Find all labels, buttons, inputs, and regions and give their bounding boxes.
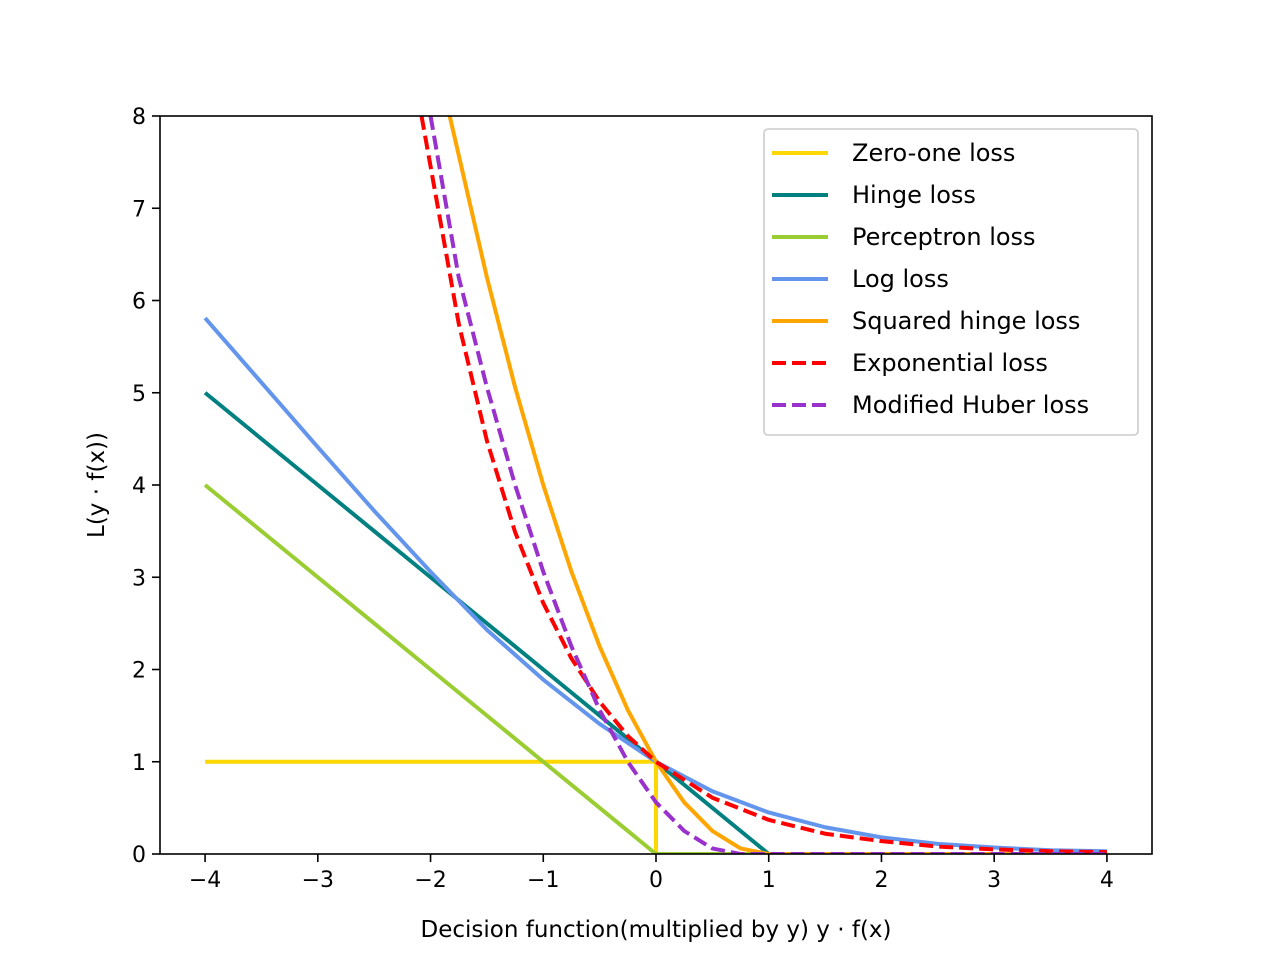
ticks-layer: −4 −3 −2 −1 0 1 2 3 4 0 1 2 3 4 5 6 7 8 [132, 105, 1114, 893]
series-line-perceptron-loss [203, 483, 1107, 854]
y-tick-label: 2 [132, 659, 146, 684]
legend-label-log-loss: Log loss [852, 265, 949, 293]
y-tick-label: 1 [132, 751, 146, 776]
y-tick-label: 5 [132, 382, 146, 407]
y-tick-label: 6 [132, 290, 146, 315]
y-tick-label: 0 [132, 843, 146, 868]
x-tick-label: −4 [189, 868, 221, 893]
legend-label-squared-hinge-loss: Squared hinge loss [852, 307, 1080, 335]
legend-label-modified-huber-loss: Modified Huber loss [852, 391, 1089, 419]
x-tick-label: −1 [527, 868, 559, 893]
y-axis-label: L(y · f(x)) [84, 432, 110, 538]
y-tick-label: 4 [132, 474, 146, 499]
legend-label-perceptron-loss: Perceptron loss [852, 223, 1036, 251]
x-tick-label: 3 [987, 868, 1001, 893]
x-tick-label: 4 [1100, 868, 1114, 893]
y-tick-label: 7 [132, 197, 146, 222]
y-tick-label: 3 [132, 566, 146, 591]
y-tick-label: 8 [132, 105, 146, 130]
x-tick-label: −2 [414, 868, 446, 893]
x-axis-label: Decision function(multiplied by y) y · f… [421, 917, 892, 943]
x-tick-label: 1 [762, 868, 776, 893]
x-tick-label: 0 [649, 868, 663, 893]
legend-label-exponential-loss: Exponential loss [852, 349, 1048, 377]
legend-box [763, 128, 1139, 436]
legend-label-hinge-loss: Hinge loss [852, 181, 976, 209]
x-tick-label: −3 [302, 868, 334, 893]
series-line-zero-one-loss [205, 759, 1107, 854]
x-tick-label: 2 [874, 868, 888, 893]
series-layer [203, 116, 1107, 854]
series-line-squared-hinge-loss [447, 116, 1107, 854]
legend-label-zero-one-loss: Zero-one loss [852, 139, 1015, 167]
series-line-modified-huber-loss [428, 116, 1107, 854]
legend: Zero-one loss Hinge loss Perceptron loss Lo… [763, 128, 1139, 436]
